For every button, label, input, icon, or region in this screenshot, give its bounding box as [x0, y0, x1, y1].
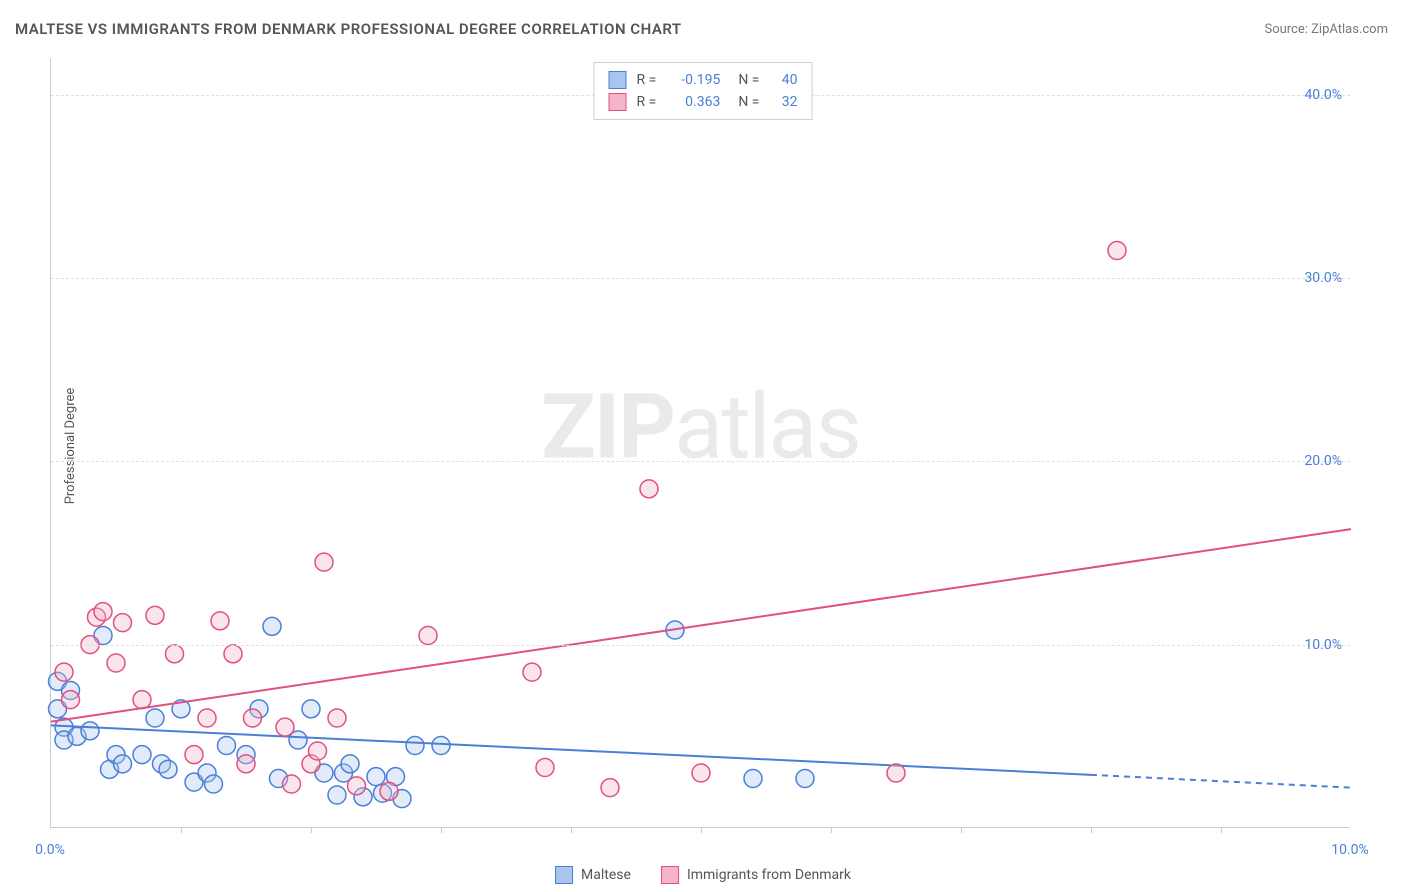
y-tick-label: 40.0% [1304, 87, 1342, 103]
data-point [432, 737, 450, 755]
legend-swatch [609, 93, 627, 111]
data-point [341, 755, 359, 773]
r-label: R = [637, 94, 657, 110]
data-point [263, 617, 281, 635]
x-tick [831, 827, 832, 833]
gridline [51, 278, 1350, 279]
data-point [211, 612, 229, 630]
data-point [1108, 242, 1126, 260]
legend-swatch [555, 866, 573, 884]
data-point [328, 786, 346, 804]
series-name: Immigrants from Denmark [687, 867, 851, 883]
series-name: Maltese [581, 867, 631, 883]
n-label: N = [738, 94, 759, 110]
trend-line [51, 529, 1351, 722]
data-point [276, 718, 294, 736]
data-point [94, 603, 112, 621]
chart-title: MALTESE VS IMMIGRANTS FROM DENMARK PROFE… [15, 20, 682, 38]
x-tick-label: 10.0% [1331, 842, 1369, 858]
series-legend: Maltese Immigrants from Denmark [555, 866, 851, 884]
data-point [601, 779, 619, 797]
r-value: -0.195 [666, 72, 720, 88]
x-tick [1221, 827, 1222, 833]
data-point [887, 764, 905, 782]
series-legend-item: Maltese [555, 866, 631, 884]
data-point [692, 764, 710, 782]
data-point [348, 777, 366, 795]
correlation-legend-row: R = 0.363 N = 32 [609, 91, 798, 113]
legend-swatch [661, 866, 679, 884]
r-label: R = [637, 72, 657, 88]
chart-container: MALTESE VS IMMIGRANTS FROM DENMARK PROFE… [0, 0, 1406, 892]
x-tick-label: 0.0% [35, 842, 65, 858]
x-tick [701, 827, 702, 833]
data-point [185, 746, 203, 764]
x-tick [961, 827, 962, 833]
y-tick-label: 20.0% [1304, 453, 1342, 469]
data-point [309, 742, 327, 760]
gridline [51, 645, 1350, 646]
data-point [315, 553, 333, 571]
y-tick-label: 30.0% [1304, 270, 1342, 286]
data-point [406, 737, 424, 755]
x-tick [441, 827, 442, 833]
source-attribution: Source: ZipAtlas.com [1264, 22, 1388, 37]
data-point [55, 663, 73, 681]
data-point [419, 627, 437, 645]
plot-svg [51, 58, 1350, 827]
legend-swatch [609, 71, 627, 89]
y-tick-label: 10.0% [1304, 637, 1342, 653]
data-point [133, 691, 151, 709]
data-point [367, 768, 385, 786]
plot-area: ZIPatlas 10.0%20.0%30.0%40.0% [50, 58, 1350, 828]
n-label: N = [738, 72, 759, 88]
correlation-legend: R = -0.195 N = 40 R = 0.363 N = 32 [594, 62, 813, 120]
data-point [640, 480, 658, 498]
r-value: 0.363 [666, 94, 720, 110]
data-point [62, 691, 80, 709]
data-point [380, 782, 398, 800]
data-point [302, 700, 320, 718]
data-point [146, 606, 164, 624]
data-point [114, 614, 132, 632]
data-point [536, 759, 554, 777]
data-point [523, 663, 541, 681]
x-tick [311, 827, 312, 833]
x-tick [181, 827, 182, 833]
data-point [244, 709, 262, 727]
trend-line-dashed [1091, 775, 1351, 788]
data-point [283, 775, 301, 793]
n-value: 32 [769, 94, 797, 110]
x-tick [1091, 827, 1092, 833]
series-legend-item: Immigrants from Denmark [661, 866, 851, 884]
data-point [744, 770, 762, 788]
data-point [81, 722, 99, 740]
correlation-legend-row: R = -0.195 N = 40 [609, 69, 798, 91]
data-point [114, 755, 132, 773]
data-point [166, 645, 184, 663]
data-point [237, 755, 255, 773]
n-value: 40 [769, 72, 797, 88]
gridline [51, 461, 1350, 462]
data-point [205, 775, 223, 793]
data-point [133, 746, 151, 764]
data-point [328, 709, 346, 727]
data-point [796, 770, 814, 788]
data-point [146, 709, 164, 727]
data-point [224, 645, 242, 663]
x-tick [571, 827, 572, 833]
data-point [107, 654, 125, 672]
data-point [198, 709, 216, 727]
data-point [159, 760, 177, 778]
data-point [218, 737, 236, 755]
